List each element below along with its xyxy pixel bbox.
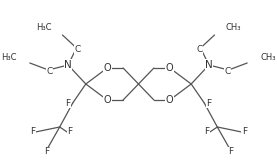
- Text: H₃C: H₃C: [36, 23, 51, 32]
- Text: CH₃: CH₃: [260, 52, 276, 62]
- Text: F: F: [204, 127, 210, 136]
- Text: O: O: [103, 95, 111, 105]
- Text: N: N: [205, 60, 213, 70]
- Text: C: C: [46, 66, 53, 75]
- Text: F: F: [30, 127, 35, 136]
- Text: F: F: [65, 99, 71, 107]
- Text: H₃C: H₃C: [1, 52, 17, 62]
- Text: O: O: [166, 95, 174, 105]
- Text: C: C: [74, 44, 81, 53]
- Text: F: F: [67, 127, 73, 136]
- Text: C: C: [196, 44, 203, 53]
- Text: N: N: [64, 60, 72, 70]
- Text: F: F: [206, 99, 212, 107]
- Text: CH₃: CH₃: [226, 23, 241, 32]
- Text: F: F: [228, 147, 233, 156]
- Text: C: C: [224, 66, 231, 75]
- Text: O: O: [166, 63, 174, 73]
- Text: F: F: [242, 127, 247, 136]
- Text: F: F: [44, 147, 49, 156]
- Text: O: O: [103, 63, 111, 73]
